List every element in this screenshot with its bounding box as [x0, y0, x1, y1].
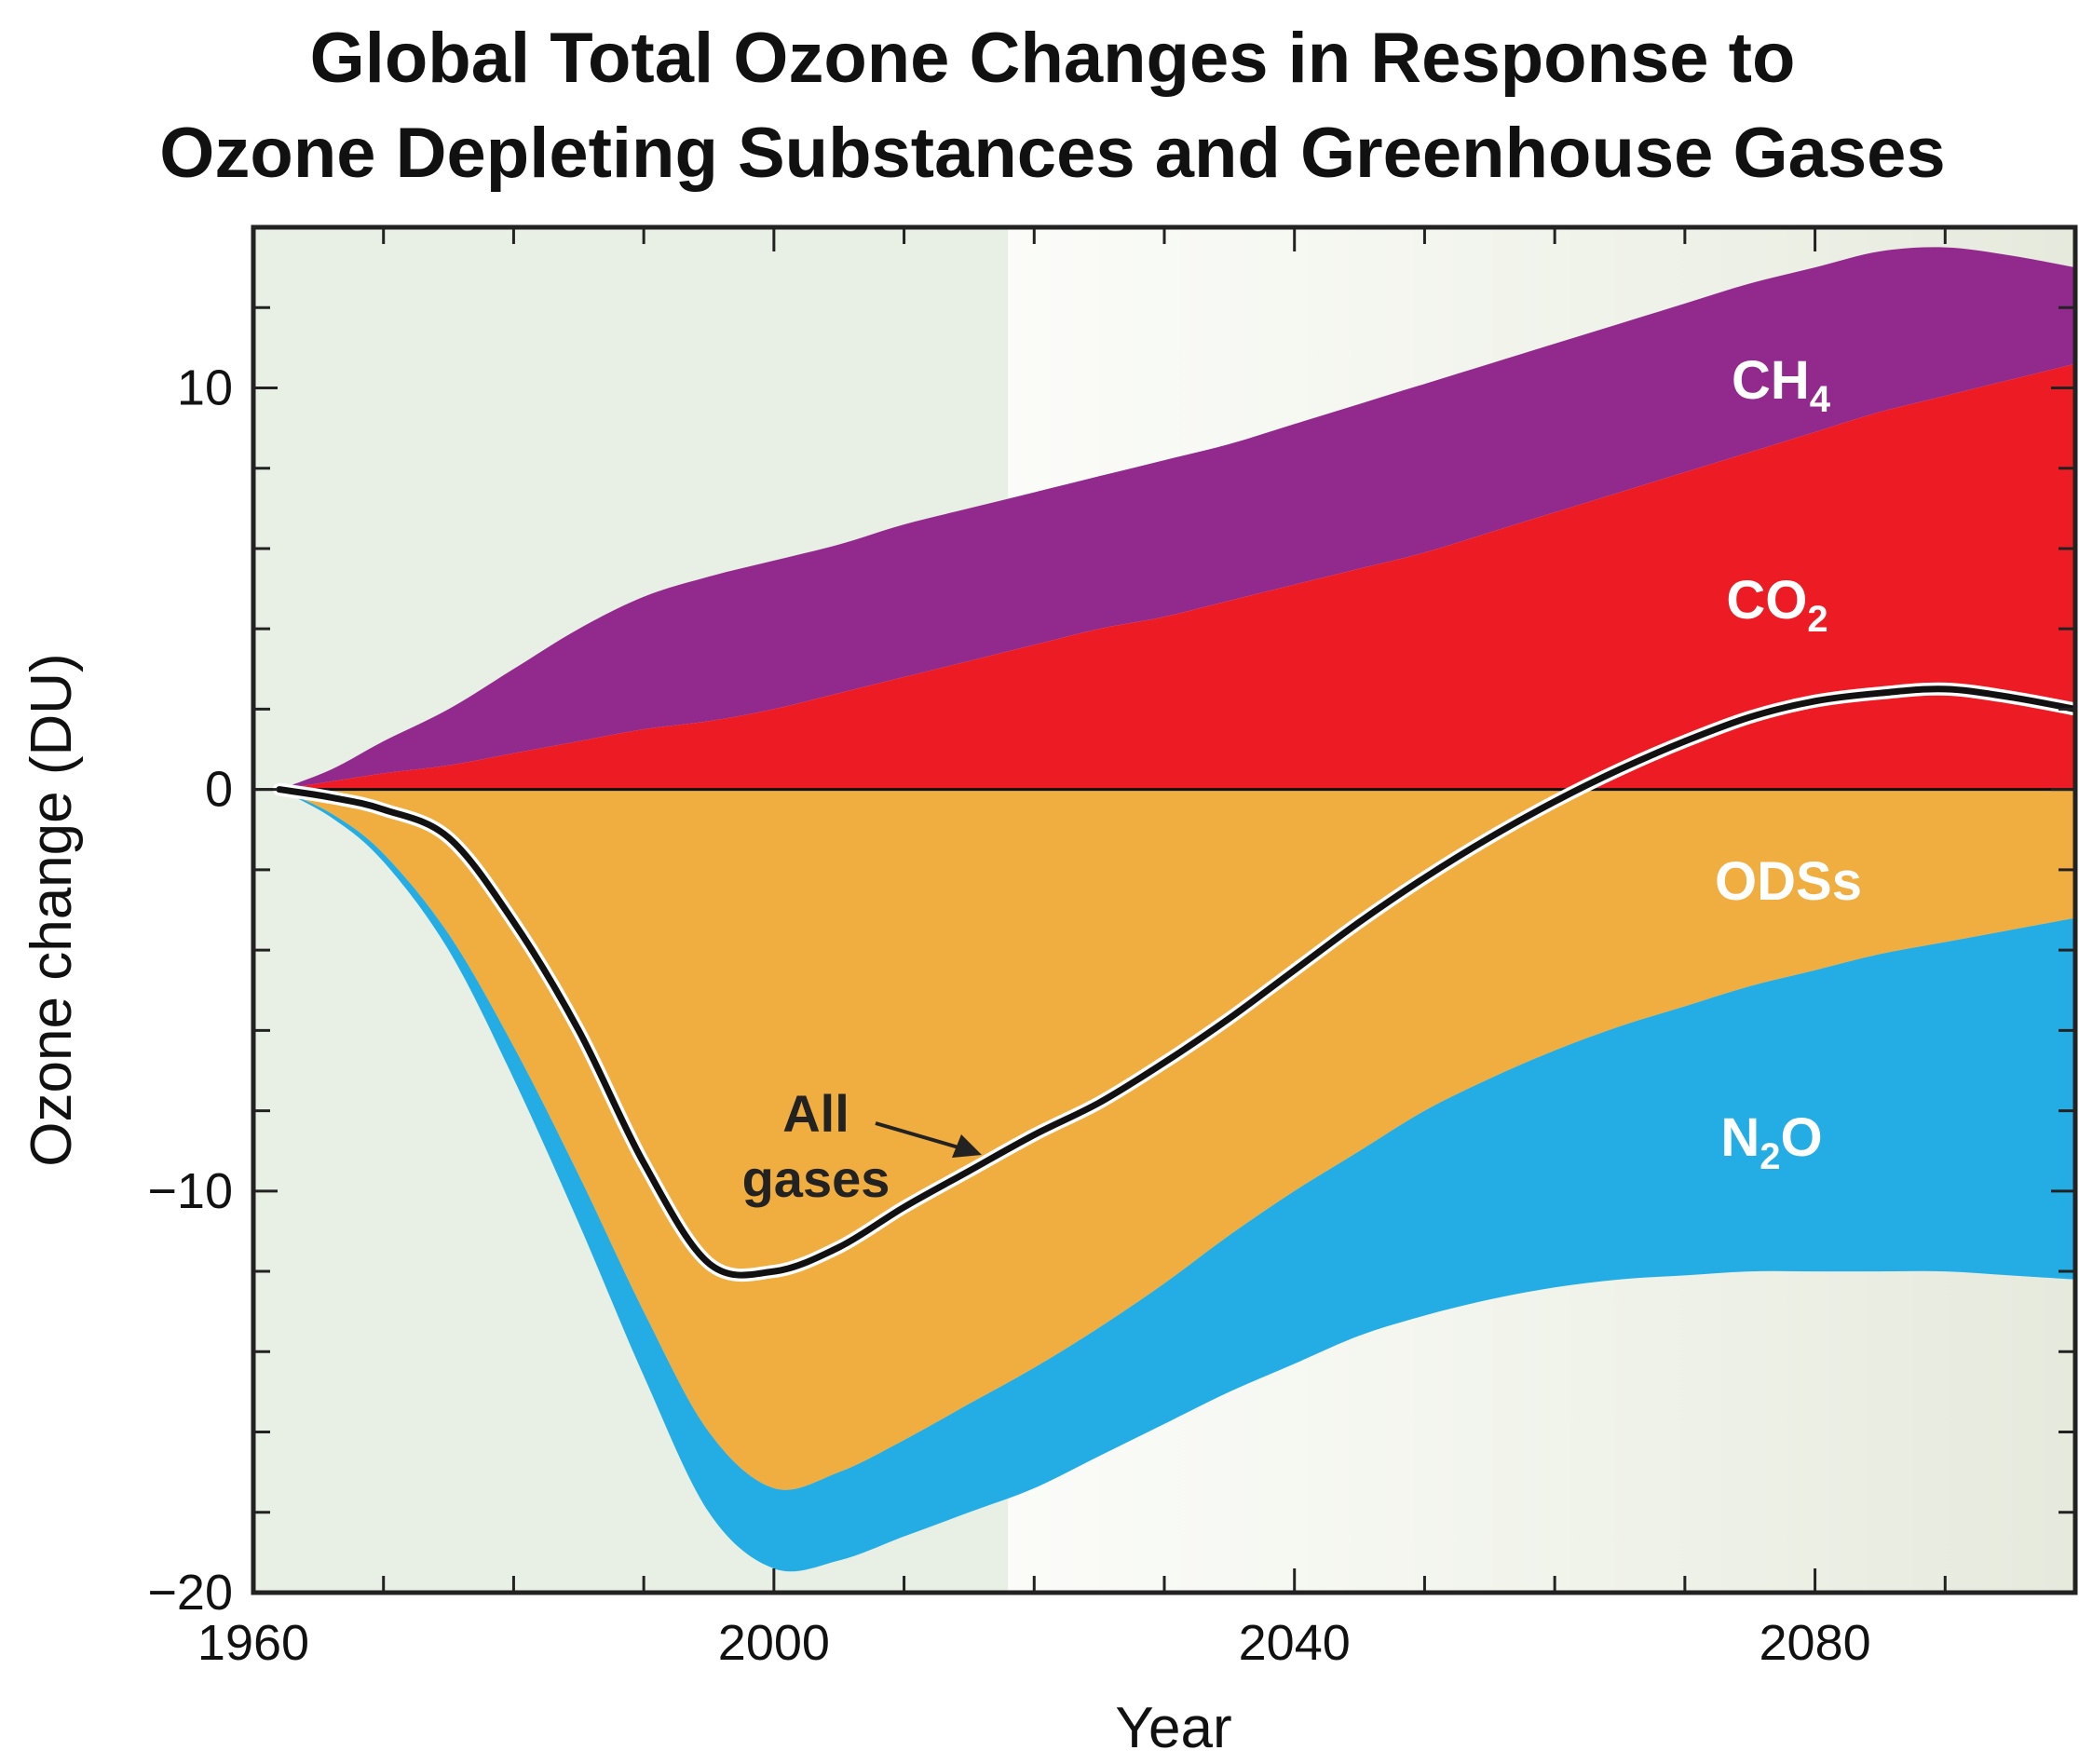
x-tick-label: 1960	[197, 1615, 309, 1671]
band-co2	[279, 363, 2075, 790]
all-gases-annotation-line-1: All	[782, 1084, 849, 1143]
chart-title-line-2: Ozone Depleting Substances and Greenhous…	[159, 114, 1945, 193]
all-gases-line	[276, 685, 2075, 1279]
series-label-ch4: CH4	[1732, 350, 1831, 420]
y-tick-label: −10	[147, 1163, 233, 1219]
band-ch4	[279, 247, 2075, 790]
x-axis-label: Year	[1115, 1696, 1231, 1760]
all-gases-arrow-shaft	[875, 1121, 966, 1151]
y-tick-label: −20	[147, 1565, 233, 1621]
all-gases-arrowhead	[952, 1134, 982, 1158]
series-label-odss: ODSs	[1715, 851, 1862, 912]
series-label-n2o: N2O	[1720, 1107, 1822, 1177]
x-tick-label: 2040	[1239, 1615, 1351, 1671]
y-axis-label: Ozone change (DU)	[20, 653, 84, 1166]
x-tick-label: 2000	[718, 1615, 830, 1671]
y-tick-label: 0	[205, 762, 233, 818]
band-odss	[279, 789, 2075, 1490]
band-n2o	[279, 789, 2075, 1572]
x-tick-label: 2080	[1760, 1615, 1871, 1671]
all-gases-annotation-line-2: gases	[742, 1149, 890, 1208]
series-label-co2: CO2	[1726, 570, 1828, 640]
chart-title-line-1: Global Total Ozone Changes in Response t…	[310, 19, 1796, 98]
y-tick-label: 10	[177, 360, 233, 415]
